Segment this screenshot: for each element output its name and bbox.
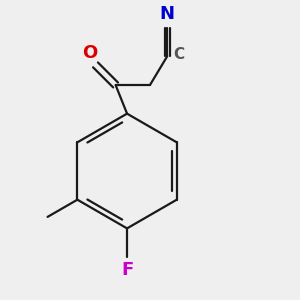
Text: O: O (82, 44, 98, 62)
Text: C: C (173, 47, 184, 62)
Text: N: N (160, 5, 175, 23)
Text: F: F (121, 261, 133, 279)
